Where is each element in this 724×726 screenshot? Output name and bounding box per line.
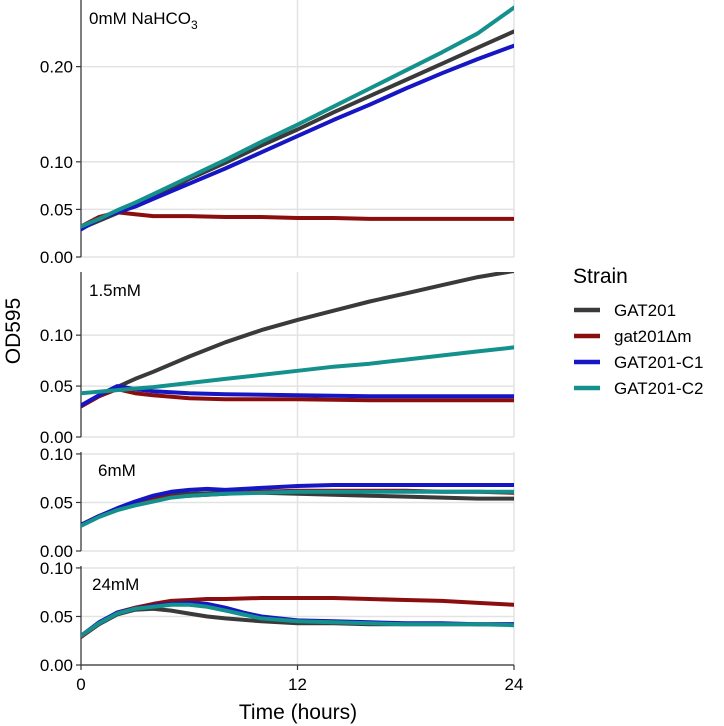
series-line-gat201-c2: [81, 5, 514, 229]
y-tick-label: 0.05: [40, 377, 73, 396]
series-line-gat201-m: [81, 210, 514, 229]
panel-24mm: 0.00 0.05 0.10 24mM: [40, 559, 515, 675]
panel-label: 0mM NaHCO3: [89, 9, 198, 32]
x-tick-label: 12: [288, 675, 307, 694]
y-axis-title: OD595: [2, 298, 25, 365]
y-tick-label: 0.00: [40, 656, 73, 675]
series-line-gat201-c2: [81, 345, 514, 396]
legend-label: GAT201: [614, 301, 676, 320]
legend-title: Strain: [573, 265, 628, 288]
panel-label-subscript: 3: [191, 18, 198, 32]
y-tick-label: 0.05: [40, 200, 73, 219]
legend-item-gat201-m: gat201Δm: [574, 327, 692, 346]
panel-1-5mm: 0.00 0.05 0.10 1.5mM: [40, 272, 515, 447]
x-tick-label: 24: [505, 675, 524, 694]
series-line-gat201-c2: [81, 489, 514, 528]
x-axis-title: Time (hours): [239, 701, 357, 724]
series-lines: [81, 596, 514, 639]
y-tick-label: 0.10: [40, 445, 73, 464]
panel-label: 6mM: [98, 461, 136, 480]
series-line-gat201-c2: [81, 602, 514, 638]
legend-item-gat201-c2: GAT201-C2: [574, 379, 703, 398]
y-tick-label: 0.20: [40, 58, 73, 77]
x-axis: 0 12 24: [76, 664, 524, 694]
series-line-gat201: [81, 272, 514, 409]
legend-item-gat201-c1: GAT201-C1: [574, 353, 703, 372]
y-tick-label: 0.05: [40, 607, 73, 626]
y-tick-label: 0.00: [40, 428, 73, 447]
x-tick-label: 0: [76, 675, 85, 694]
legend-label: gat201Δm: [614, 327, 692, 346]
panel-0mm-nahco: 0.00 0.05 0.10 0.20 0mM NaHCO3: [40, 0, 515, 267]
series-line-gat201-c1: [81, 43, 514, 232]
legend-item-gat201: GAT201: [574, 301, 676, 320]
series-lines: [81, 483, 514, 528]
y-tick-label: 0.00: [40, 542, 73, 561]
y-tick-label: 0.10: [40, 326, 73, 345]
chart-panels: 0.00 0.05 0.10 0.20 0mM NaHCO3 0.00 0.05 0.10 1.…: [40, 0, 515, 675]
series-line-gat201-c1: [81, 483, 514, 527]
series-lines: [81, 272, 514, 409]
legend: Strain GAT201 gat201Δm GAT201-C1 GAT201-C2: [573, 265, 703, 398]
y-tick-label: 0.10: [40, 153, 73, 172]
y-tick-label: 0.10: [40, 559, 73, 578]
panel-label: 24mM: [92, 575, 139, 594]
series-lines: [81, 5, 514, 232]
y-tick-label: 0.00: [40, 248, 73, 267]
panel-label: 1.5mM: [89, 281, 141, 300]
legend-label: GAT201-C1: [614, 353, 703, 372]
y-tick-label: 0.05: [40, 493, 73, 512]
legend-label: GAT201-C2: [614, 379, 703, 398]
panel-6mm: 0.00 0.05 0.10 6mM: [40, 445, 515, 561]
